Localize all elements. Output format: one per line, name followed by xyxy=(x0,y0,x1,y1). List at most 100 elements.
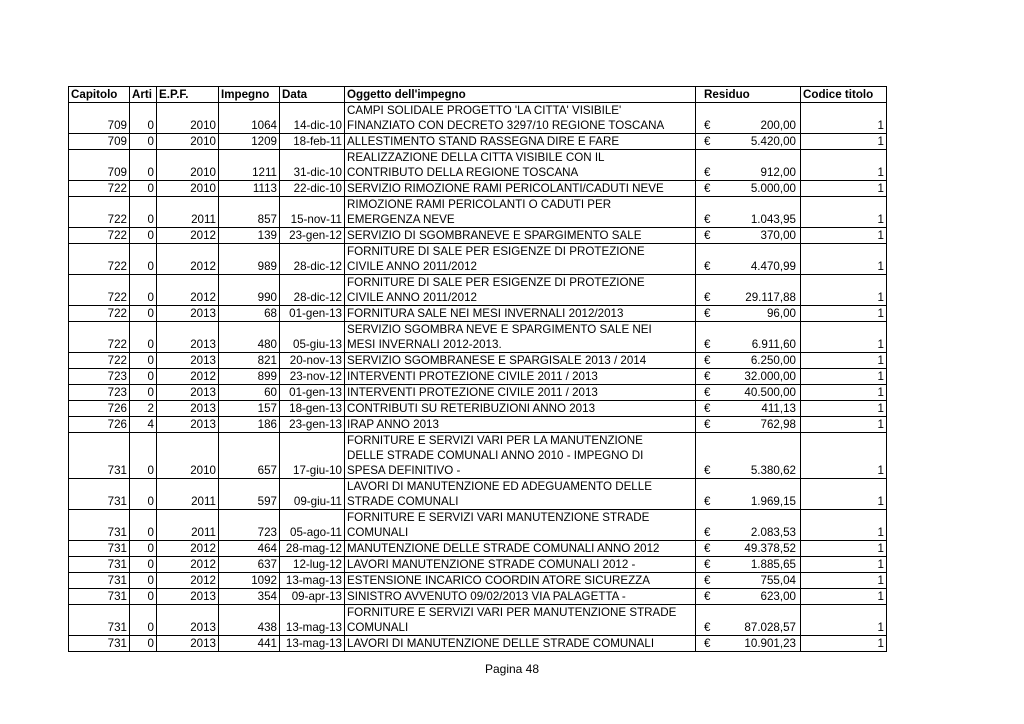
oggetto-line: MESI INVERNALI 2012-2013. xyxy=(347,338,502,351)
oggetto-line: FORNITURE DI SALE PER ESIGENZE DI PROTEZ… xyxy=(347,276,645,289)
cell-data: 18-feb-11 xyxy=(279,133,345,150)
cell-data: 05-giu-13 xyxy=(279,321,345,353)
oggetto-line: FORNITURE E SERVIZI VARI PER LA MANUTENZ… xyxy=(347,434,643,447)
cell-articolo: 0 xyxy=(129,227,157,244)
euro-symbol: € xyxy=(704,558,711,571)
cell-capitolo: 709 xyxy=(68,133,130,150)
oggetto-line: INTERVENTI PROTEZIONE CIVILE 2011 / 2013 xyxy=(347,386,598,399)
residuo-amount: 200,00 xyxy=(760,119,796,132)
cell-capitolo: 723 xyxy=(68,384,130,401)
cell-data: 28-dic-12 xyxy=(279,274,345,306)
cell-data: 15-nov-11 xyxy=(279,196,345,228)
residuo-amount: 2.083,53 xyxy=(750,526,796,539)
cell-capitolo: 731 xyxy=(68,572,130,589)
cell-articolo: 0 xyxy=(129,321,157,353)
cell-impegno: 354 xyxy=(218,588,280,605)
euro-symbol: € xyxy=(704,637,711,650)
table-row: 709 0 2010 1211 31-dic-10 REALIZZAZIONE DELLA… xyxy=(68,149,887,181)
cell-articolo: 0 xyxy=(129,556,157,573)
cell-capitolo: 731 xyxy=(68,432,130,479)
euro-symbol: € xyxy=(704,229,711,242)
oggetto-line: FORNITURA SALE NEI MESI INVERNALI 2012/2… xyxy=(347,307,624,320)
cell-capitolo: 722 xyxy=(68,305,130,322)
cell-data: 23-gen-12 xyxy=(279,227,345,244)
cell-epf: 2013 xyxy=(156,588,219,605)
cell-residuo: €370,00 xyxy=(695,227,801,244)
residuo-amount: 762,98 xyxy=(760,418,796,431)
residuo-amount: 5.000,00 xyxy=(750,182,796,195)
table-row: 709 0 2010 1064 14-dic-10 CAMPI SOLIDALE PROG… xyxy=(68,102,887,134)
residuo-amount: 623,00 xyxy=(760,590,796,603)
euro-symbol: € xyxy=(704,526,711,539)
oggetto-line: SINISTRO AVVENUTO 09/02/2013 VIA PALAGET… xyxy=(347,590,626,603)
cell-codice-titolo: 1 xyxy=(800,540,887,557)
cell-epf: 2012 xyxy=(156,227,219,244)
cell-residuo: €10.901,23 xyxy=(695,635,801,652)
cell-capitolo: 709 xyxy=(68,149,130,181)
cell-oggetto: SERVIZIO DI SGOMBRANEVE E SPARGIMENTO SA… xyxy=(344,227,696,244)
cell-impegno: 637 xyxy=(218,556,280,573)
cell-codice-titolo: 1 xyxy=(800,416,887,433)
cell-codice-titolo: 1 xyxy=(800,368,887,385)
cell-codice-titolo: 1 xyxy=(800,180,887,197)
cell-oggetto: ESTENSIONE INCARICO COORDIN ATORE SICURE… xyxy=(344,572,696,589)
cell-oggetto: LAVORI DI MANUTENZIONE DELLE STRADE COMU… xyxy=(344,635,696,652)
cell-impegno: 989 xyxy=(218,243,280,275)
cell-data: 01-gen-13 xyxy=(279,384,345,401)
euro-symbol: € xyxy=(704,590,711,603)
table-row: 709 0 2010 1209 18-feb-11 ALLESTIMENTO STAND … xyxy=(68,133,887,150)
residuo-amount: 1.885,65 xyxy=(750,558,796,571)
cell-oggetto: CAMPI SOLIDALE PROGETTO 'LA CITTA' VISIB… xyxy=(344,102,696,134)
cell-impegno: 1113 xyxy=(218,180,280,197)
oggetto-line: SERVIZIO SGOMBRANESE E SPARGISALE 2013 /… xyxy=(347,354,647,367)
impegni-table: Capitolo Arti E.P.F. Impegno Data Oggett… xyxy=(68,86,887,652)
table-row: 731 0 2010 657 17-giu-10 FORNITURE E SERVIZI … xyxy=(68,432,887,479)
euro-symbol: € xyxy=(704,574,711,587)
cell-residuo: €40.500,00 xyxy=(695,384,801,401)
euro-symbol: € xyxy=(704,307,711,320)
cell-capitolo: 722 xyxy=(68,321,130,353)
cell-oggetto: LAVORI MANUTENZIONE STRADE COMUNALI 2012… xyxy=(344,556,696,573)
table-row: 722 0 2012 989 28-dic-12 FORNITURE DI SALE PE… xyxy=(68,243,887,275)
cell-capitolo: 722 xyxy=(68,180,130,197)
euro-symbol: € xyxy=(704,291,711,304)
residuo-amount: 29.117,88 xyxy=(745,291,796,304)
cell-impegno: 186 xyxy=(218,416,280,433)
cell-residuo: €5.000,00 xyxy=(695,180,801,197)
cell-codice-titolo: 1 xyxy=(800,478,887,510)
cell-data: 13-mag-13 xyxy=(279,572,345,589)
cell-impegno: 597 xyxy=(218,478,280,510)
cell-epf: 2011 xyxy=(156,196,219,228)
cell-epf: 2011 xyxy=(156,478,219,510)
cell-articolo: 0 xyxy=(129,352,157,369)
cell-residuo: €912,00 xyxy=(695,149,801,181)
oggetto-line: INTERVENTI PROTEZIONE CIVILE 2011 / 2013 xyxy=(347,370,598,383)
cell-residuo: €1.885,65 xyxy=(695,556,801,573)
cell-capitolo: 709 xyxy=(68,102,130,134)
table-row: 731 0 2012 464 28-mag-12 MANUTENZIONE DELLE S… xyxy=(68,540,887,557)
cell-impegno: 723 xyxy=(218,509,280,541)
oggetto-line: CONTRIBUTO DELLA REGIONE TOSCANA xyxy=(347,166,579,179)
table-row: 731 0 2013 354 09-apr-13 SINISTRO AVVENUTO 09… xyxy=(68,588,887,605)
euro-symbol: € xyxy=(704,135,711,148)
residuo-amount: 87.028,57 xyxy=(744,621,796,634)
oggetto-line: CIVILE ANNO 2011/2012 xyxy=(347,291,477,304)
cell-codice-titolo: 1 xyxy=(800,243,887,275)
cell-oggetto: FORNITURE E SERVIZI VARI PER MANUTENZION… xyxy=(344,604,696,636)
oggetto-line: ALLESTIMENTO STAND RASSEGNA DIRE E FARE xyxy=(347,135,620,148)
oggetto-line: SERVIZIO RIMOZIONE RAMI PERICOLANTI/CADU… xyxy=(347,182,664,195)
residuo-amount: 1.043,95 xyxy=(750,213,796,226)
cell-residuo: €762,98 xyxy=(695,416,801,433)
euro-symbol: € xyxy=(704,119,711,132)
cell-capitolo: 726 xyxy=(68,416,130,433)
euro-symbol: € xyxy=(704,166,711,179)
cell-capitolo: 731 xyxy=(68,540,130,557)
cell-codice-titolo: 1 xyxy=(800,572,887,589)
euro-symbol: € xyxy=(704,402,711,415)
cell-codice-titolo: 1 xyxy=(800,400,887,417)
cell-epf: 2011 xyxy=(156,509,219,541)
cell-oggetto: INTERVENTI PROTEZIONE CIVILE 2011 / 2013 xyxy=(344,368,696,385)
cell-data: 14-dic-10 xyxy=(279,102,345,134)
cell-articolo: 0 xyxy=(129,133,157,150)
cell-epf: 2010 xyxy=(156,432,219,479)
